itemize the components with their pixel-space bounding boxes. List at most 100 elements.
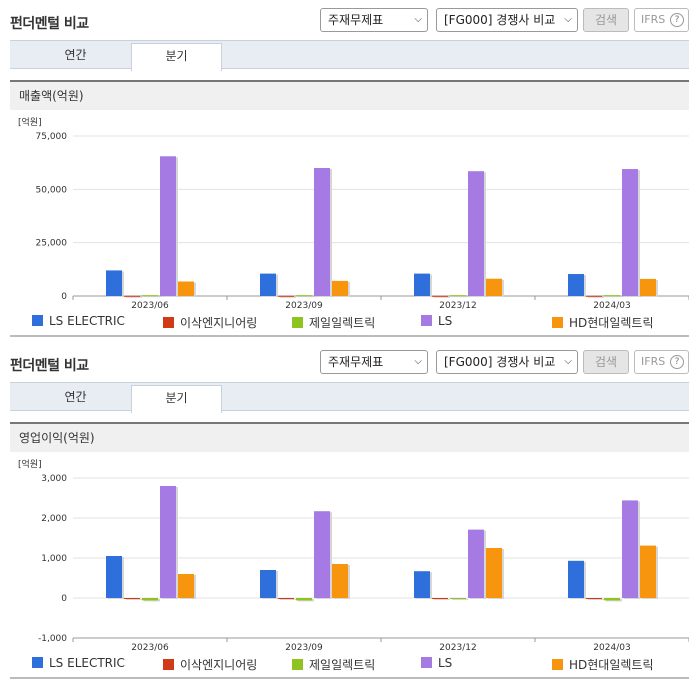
statement-select[interactable]: 주재무제표 ⌵ (320, 350, 428, 374)
tab-annual[interactable]: 연간 (64, 390, 87, 404)
bar-shadow (434, 599, 450, 600)
bar[interactable] (314, 168, 330, 296)
legend-item[interactable]: 제일일렉트릭 (292, 656, 375, 673)
bar[interactable] (568, 274, 584, 296)
y-tick-label: 50,000 (36, 185, 68, 195)
legend-item[interactable]: 제일일렉트릭 (292, 314, 375, 331)
legend-swatch (552, 659, 563, 670)
bar[interactable] (296, 295, 312, 297)
period-tabs: 연간 분기 (10, 382, 689, 413)
tab-quarterly[interactable]: 분기 (131, 385, 222, 413)
bar[interactable] (586, 598, 602, 599)
bar[interactable] (178, 574, 194, 598)
legend-swatch (32, 657, 43, 668)
bar[interactable] (142, 598, 158, 601)
bar-shadow (434, 296, 450, 298)
bar-shadow (126, 296, 142, 298)
bar[interactable] (568, 560, 584, 598)
peer-select[interactable]: [FG000] 경쟁사 비교 ⌵ (436, 8, 578, 32)
help-icon[interactable]: ? (670, 355, 684, 369)
legend-label: 이삭엔지니어링 (180, 316, 258, 330)
period-tabs: 연간 분기 (10, 40, 689, 71)
tab-quarterly[interactable]: 분기 (131, 43, 222, 71)
bar[interactable] (278, 598, 294, 599)
bar-shadow (452, 599, 468, 600)
chevron-down-icon: ⌵ (414, 356, 422, 367)
bar[interactable] (296, 598, 312, 601)
search-button[interactable]: 검색 (583, 350, 629, 374)
unit-label: [억원] (18, 458, 42, 470)
bar[interactable] (260, 570, 276, 598)
chevron-down-icon: ⌵ (564, 356, 572, 367)
ifrs-button[interactable]: IFRS? (634, 8, 689, 32)
legend-swatch (292, 659, 303, 670)
bar[interactable] (314, 511, 330, 598)
y-tick-label: 2,000 (41, 514, 67, 524)
bar[interactable] (640, 545, 656, 598)
bar[interactable] (486, 278, 502, 296)
legend-item[interactable]: HD현대일렉트릭 (552, 656, 654, 673)
statement-select[interactable]: 주재무제표 ⌵ (320, 8, 428, 32)
legend-swatch (552, 317, 563, 328)
x-tick-label: 2023/06 (131, 643, 169, 653)
bar[interactable] (622, 500, 638, 598)
bar[interactable] (178, 281, 194, 296)
peer-select[interactable]: [FG000] 경쟁사 비교 ⌵ (436, 350, 578, 374)
metric-title: 영업이익(억원) (10, 422, 689, 452)
bar[interactable] (142, 295, 158, 297)
bar[interactable] (604, 598, 620, 601)
legend-item[interactable]: LS ELECTRIC (32, 314, 125, 328)
legend-label: LS (438, 656, 453, 670)
search-button[interactable]: 검색 (583, 8, 629, 32)
x-tick-label: 2024/03 (593, 643, 630, 653)
bar[interactable] (278, 295, 294, 297)
legend-label: LS ELECTRIC (49, 656, 125, 670)
legend-label: HD현대일렉트릭 (569, 316, 654, 330)
bar[interactable] (160, 486, 176, 598)
bar[interactable] (640, 278, 656, 296)
legend-item[interactable]: 이삭엔지니어링 (163, 656, 257, 673)
revenue-chart-svg: [억원] 0 25,000 50,000 75,000 2023/06 2023/09 202… (18, 116, 689, 311)
bar-shadow (280, 599, 296, 600)
legend-item[interactable]: 이삭엔지니어링 (163, 314, 257, 331)
legend-item[interactable]: LS ELECTRIC (32, 656, 125, 670)
operating-profit-chart-svg: [억원] -1,000 0 1,000 2,000 3,000 2023/06 2023/09… (18, 458, 689, 653)
legend-swatch (163, 659, 174, 670)
bar[interactable] (586, 295, 602, 297)
bar[interactable] (468, 171, 484, 296)
fundamental-panel-revenue: 펀더멘털 비교 주재무제표 ⌵ [FG000] 경쟁사 비교 ⌵ 검색 IFRS? … (10, 8, 689, 337)
bar[interactable] (414, 273, 430, 296)
bar[interactable] (106, 270, 122, 296)
bar[interactable] (622, 169, 638, 296)
bar[interactable] (124, 598, 140, 599)
operating-profit-chart: [억원] -1,000 0 1,000 2,000 3,000 2023/06 2023/09… (10, 454, 689, 654)
tab-annual[interactable]: 연간 (64, 48, 87, 62)
legend-item[interactable]: LS (421, 656, 452, 670)
legend-label: 제일일렉트릭 (309, 658, 376, 672)
x-tick-label: 2023/12 (439, 643, 476, 653)
bar[interactable] (432, 295, 448, 297)
bar[interactable] (468, 529, 484, 598)
bar[interactable] (106, 556, 122, 598)
ifrs-button[interactable]: IFRS? (634, 350, 689, 374)
x-tick-label: 2024/03 (593, 301, 630, 311)
x-tick-label: 2023/09 (285, 643, 323, 653)
chart-legend: LS ELECTRIC 이삭엔지니어링 제일일렉트릭 LS HD현대일렉트릭 (10, 652, 689, 676)
bar[interactable] (332, 280, 348, 296)
bar[interactable] (332, 564, 348, 598)
bar[interactable] (124, 295, 140, 297)
bar[interactable] (604, 295, 620, 297)
bar-shadow (144, 296, 160, 298)
bar[interactable] (486, 548, 502, 598)
legend-label: LS ELECTRIC (49, 314, 125, 328)
bar[interactable] (432, 598, 448, 599)
bar[interactable] (450, 598, 466, 599)
bar[interactable] (450, 295, 466, 297)
legend-item[interactable]: HD현대일렉트릭 (552, 314, 654, 331)
bar[interactable] (260, 273, 276, 296)
bar[interactable] (414, 571, 430, 598)
legend-item[interactable]: LS (421, 314, 452, 328)
help-icon[interactable]: ? (670, 13, 684, 27)
x-tick-label: 2023/09 (285, 301, 323, 311)
bar[interactable] (160, 156, 176, 296)
